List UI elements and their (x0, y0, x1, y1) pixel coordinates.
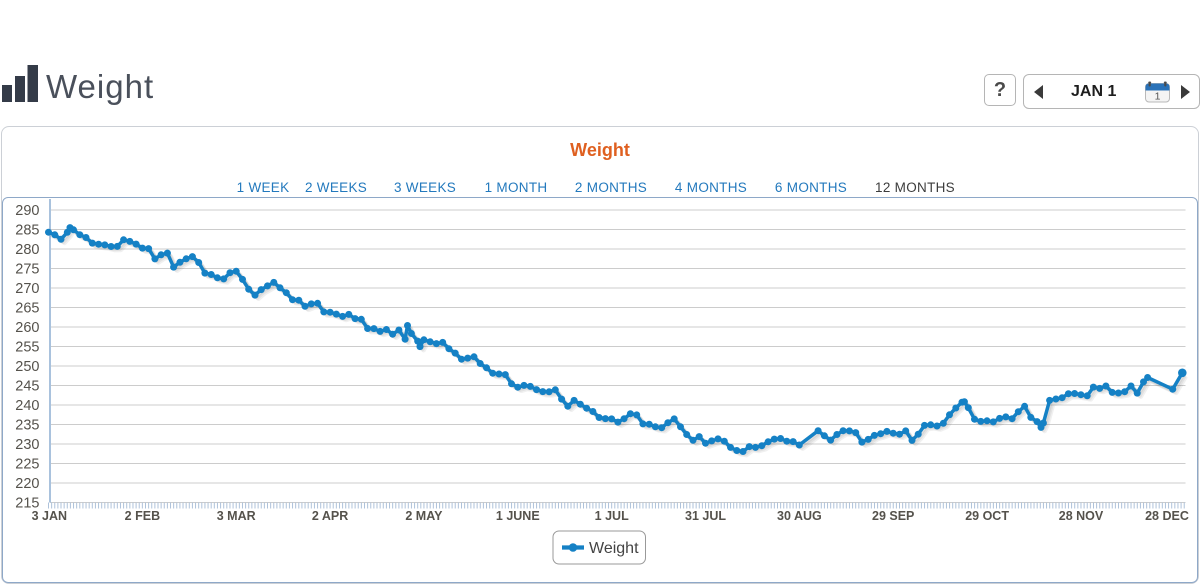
svg-text:270: 270 (15, 281, 39, 297)
svg-text:265: 265 (15, 301, 39, 317)
svg-text:3 MAR: 3 MAR (217, 509, 256, 523)
svg-text:1 JUNE: 1 JUNE (496, 509, 540, 523)
svg-text:225: 225 (15, 457, 39, 473)
svg-text:2 APR: 2 APR (312, 509, 348, 523)
svg-text:235: 235 (15, 418, 39, 434)
svg-text:3 JAN: 3 JAN (32, 509, 67, 523)
svg-text:220: 220 (15, 476, 39, 492)
svg-text:30 AUG: 30 AUG (777, 509, 822, 523)
svg-text:31 JUL: 31 JUL (685, 509, 726, 523)
svg-text:255: 255 (15, 340, 39, 356)
svg-text:250: 250 (15, 359, 39, 375)
svg-text:2 MAY: 2 MAY (405, 509, 443, 523)
svg-text:1 JUL: 1 JUL (595, 509, 629, 523)
svg-text:275: 275 (15, 262, 39, 278)
svg-text:1: 1 (1155, 91, 1161, 103)
svg-text:245: 245 (15, 379, 39, 395)
svg-text:28 DEC: 28 DEC (1145, 509, 1189, 523)
svg-text:2 FEB: 2 FEB (125, 509, 160, 523)
svg-text:285: 285 (15, 223, 39, 239)
svg-text:280: 280 (15, 242, 39, 258)
svg-text:Weight: Weight (589, 540, 639, 557)
svg-text:240: 240 (15, 398, 39, 414)
svg-text:29 SEP: 29 SEP (872, 509, 914, 523)
svg-text:28 NOV: 28 NOV (1059, 509, 1104, 523)
svg-text:215: 215 (15, 496, 39, 512)
svg-text:290: 290 (15, 203, 39, 219)
svg-text:230: 230 (15, 437, 39, 453)
svg-text:260: 260 (15, 320, 39, 336)
svg-text:29 OCT: 29 OCT (965, 509, 1009, 523)
